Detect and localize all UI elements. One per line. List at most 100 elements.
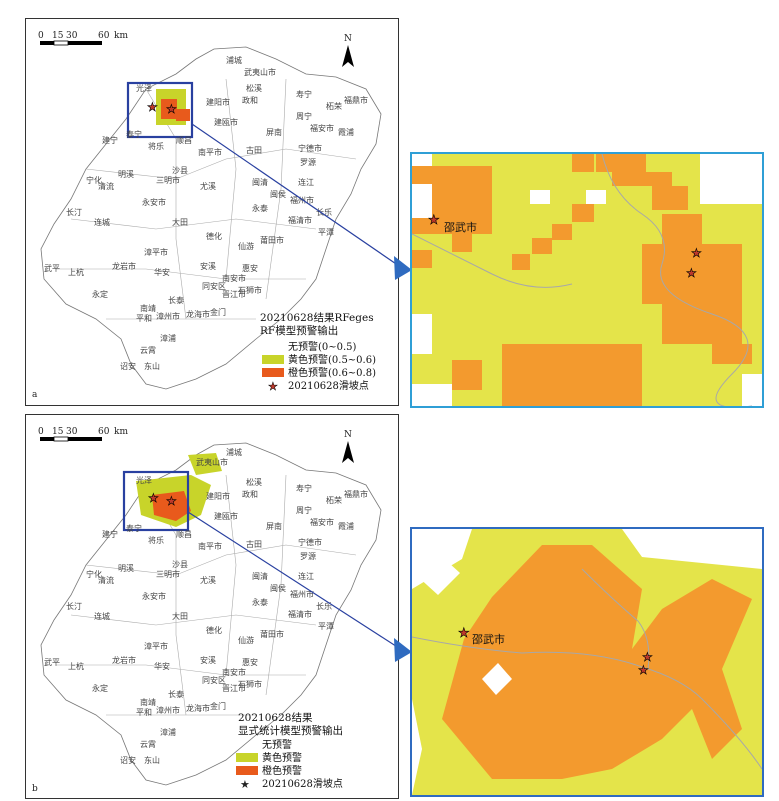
svg-text:松溪: 松溪 (246, 477, 262, 487)
legend-item-0: 无预警 (262, 738, 292, 751)
svg-text:龙海市: 龙海市 (186, 703, 210, 713)
svg-text:建宁: 建宁 (102, 135, 118, 145)
scale-unit: km (114, 427, 128, 437)
panel-letter-a: a (32, 390, 38, 400)
svg-text:永泰: 永泰 (252, 203, 268, 213)
zoom-b-svg: ★ 邵武市 ★ ★ (412, 529, 762, 795)
svg-text:福安市: 福安市 (310, 123, 334, 133)
svg-text:德化: 德化 (206, 231, 222, 241)
legend-item-1: 黄色预警(0.5~0.6) (288, 353, 376, 366)
legend-item-3: 20210628滑坡点 (288, 379, 369, 392)
svg-text:建阳市: 建阳市 (206, 491, 230, 501)
north-arrow: N (342, 34, 354, 67)
zoom-box-a (126, 81, 194, 139)
legend-item-2: 橙色预警 (262, 764, 302, 777)
zoom-a-star-2: ★ (691, 246, 702, 260)
svg-text:南安市: 南安市 (222, 667, 246, 677)
zoom-b-star-1: ★ (458, 626, 470, 641)
svg-text:平和: 平和 (136, 708, 152, 717)
svg-text:南靖: 南靖 (140, 697, 156, 707)
svg-text:屏南: 屏南 (266, 127, 282, 137)
map-panel-b: 0 15 30 60 km N ★ ★ 浦城 武夷山市 光泽 (25, 414, 399, 799)
svg-text:南靖: 南靖 (140, 303, 156, 313)
svg-text:南平市: 南平市 (198, 541, 222, 551)
svg-text:永安市: 永安市 (142, 591, 166, 601)
svg-text:同安区: 同安区 (202, 281, 226, 291)
zoom-a-star-1: ★ (428, 213, 440, 228)
svg-text:明溪: 明溪 (118, 563, 134, 573)
map-a-svg: 0 15 30 60 km N ★ ★ 浦城 (32, 31, 382, 400)
svg-text:漳浦: 漳浦 (160, 727, 176, 737)
zoom-b-city-label: 邵武市 (472, 632, 505, 646)
svg-text:漳平市: 漳平市 (144, 247, 168, 257)
zoom-a-star-3: ★ (686, 266, 697, 280)
panel-letter-b: b (32, 784, 38, 794)
svg-text:永安市: 永安市 (142, 197, 166, 207)
legend-item-2: 橙色预警(0.6~0.8) (288, 366, 376, 379)
svg-text:尤溪: 尤溪 (200, 181, 216, 191)
svg-text:顺昌: 顺昌 (176, 136, 192, 145)
svg-text:福州市: 福州市 (290, 195, 314, 205)
legend-star-icon: ★ (240, 778, 250, 791)
svg-text:莆田市: 莆田市 (260, 629, 284, 639)
warning-area (156, 89, 190, 125)
svg-text:长乐: 长乐 (316, 601, 332, 611)
svg-text:漳州市: 漳州市 (156, 311, 180, 321)
legend-item-0: 无预警(0~0.5) (288, 340, 357, 353)
zoom-b-star-2: ★ (642, 650, 653, 664)
svg-text:沙县: 沙县 (172, 560, 188, 569)
svg-text:连江: 连江 (298, 571, 314, 581)
scale-tick-0: 0 (38, 427, 44, 437)
svg-text:闽侯: 闽侯 (270, 584, 286, 593)
svg-text:闽清: 闽清 (252, 571, 268, 581)
svg-text:东山: 东山 (144, 755, 160, 765)
north-label: N (344, 34, 352, 44)
svg-text:大田: 大田 (172, 217, 188, 227)
svg-text:莆田市: 莆田市 (260, 235, 284, 245)
svg-text:福鼎市: 福鼎市 (344, 489, 368, 499)
north-label: N (344, 430, 352, 440)
svg-text:永定: 永定 (92, 683, 108, 693)
svg-text:漳平市: 漳平市 (144, 641, 168, 651)
scale-unit: km (114, 31, 128, 41)
svg-text:周宁: 周宁 (296, 505, 312, 515)
svg-text:将乐: 将乐 (148, 141, 164, 151)
svg-text:东山: 东山 (144, 361, 160, 371)
landslide-points: ★ ★ (148, 491, 177, 509)
svg-text:建瓯市: 建瓯市 (214, 117, 238, 127)
svg-text:建宁: 建宁 (102, 529, 118, 539)
legend-item-1: 黄色预警 (262, 751, 302, 764)
svg-text:永定: 永定 (92, 289, 108, 299)
svg-text:福清市: 福清市 (288, 215, 312, 225)
svg-text:沙县: 沙县 (172, 166, 188, 175)
svg-text:古田: 古田 (246, 539, 262, 549)
svg-text:连城: 连城 (94, 611, 110, 621)
svg-text:宁德市: 宁德市 (298, 537, 322, 547)
svg-text:武平: 武平 (44, 657, 60, 667)
svg-text:清流: 清流 (98, 575, 114, 585)
scale-tick-15: 15 (52, 31, 64, 41)
map-title-line-2: RF模型预警输出 (260, 324, 338, 337)
legend: 无预警 黄色预警 橙色预警 ★ 20210628滑坡点 (236, 738, 343, 791)
svg-text:政和: 政和 (242, 95, 258, 105)
scale-tick-60: 60 (98, 31, 110, 41)
zoom-panel-b: ★ 邵武市 ★ ★ (410, 527, 764, 797)
svg-text:★: ★ (166, 494, 177, 508)
svg-text:安溪: 安溪 (200, 261, 216, 271)
svg-text:霞浦: 霞浦 (338, 127, 354, 137)
svg-text:晋江市: 晋江市 (222, 289, 246, 299)
svg-text:泰宁: 泰宁 (126, 523, 142, 533)
scale-tick-60: 60 (98, 427, 110, 437)
map-title-line-1: 20210628结果 (238, 711, 313, 724)
svg-text:武平: 武平 (44, 263, 60, 273)
scale-tick-15: 15 (52, 427, 64, 437)
svg-text:德化: 德化 (206, 625, 222, 635)
svg-text:顺昌: 顺昌 (176, 530, 192, 539)
zoom-a-city-label: 邵武市 (444, 220, 477, 234)
svg-text:将乐: 将乐 (148, 535, 164, 545)
map-b-svg: 0 15 30 60 km N ★ ★ 浦城 武夷山市 光泽 (32, 427, 382, 794)
svg-text:同安区: 同安区 (202, 675, 226, 685)
svg-text:石狮市: 石狮市 (238, 679, 262, 689)
svg-text:福清市: 福清市 (288, 609, 312, 619)
svg-text:罗源: 罗源 (300, 552, 316, 561)
